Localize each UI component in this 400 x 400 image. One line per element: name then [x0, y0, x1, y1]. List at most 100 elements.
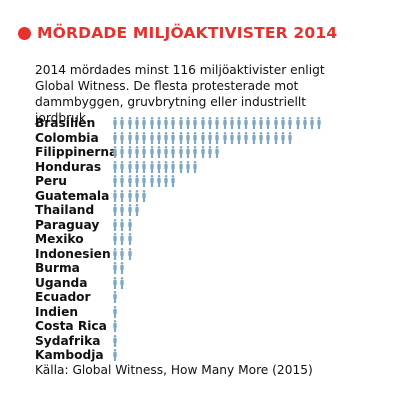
person-icon [310, 117, 314, 129]
person-icon [222, 131, 227, 144]
person-icon [142, 146, 146, 158]
person-icon [193, 117, 197, 129]
person-icon [178, 146, 183, 158]
country-label: Indonesien [35, 246, 111, 261]
person-icon [259, 117, 263, 129]
person-icon [215, 117, 219, 129]
person-icon [288, 131, 292, 144]
country-label: Thailand [35, 203, 95, 217]
person-icon [142, 175, 146, 187]
person-icon [200, 131, 205, 144]
person-icon [120, 204, 124, 216]
country-label: Paraguay [35, 217, 100, 232]
person-icon [142, 189, 146, 202]
country-label: Uganda [35, 275, 88, 290]
person-icon [113, 204, 117, 216]
person-icon [237, 117, 241, 129]
person-icon [127, 146, 132, 158]
country-label: Peru [35, 174, 67, 188]
person-icon [164, 160, 168, 173]
person-icon [178, 117, 183, 129]
person-icon [164, 131, 168, 144]
person-icon [135, 204, 139, 216]
person-icon [266, 131, 270, 144]
person-icon [295, 117, 300, 129]
person-icon [266, 117, 270, 129]
person-icon [113, 320, 117, 332]
red-dot-icon [18, 26, 31, 40]
person-icon [149, 117, 154, 129]
intro-text: 2014 mördades minst 116 miljöaktivister … [35, 63, 325, 125]
person-icon [113, 334, 117, 347]
person-icon [135, 131, 139, 144]
person-icon [237, 131, 241, 144]
person-icon [215, 131, 219, 144]
person-icon [193, 131, 197, 144]
person-icon [113, 175, 117, 187]
person-icon [120, 117, 124, 129]
person-icon [135, 146, 139, 158]
person-icon [120, 189, 124, 202]
person-icon [251, 131, 256, 144]
person-icon [230, 117, 234, 129]
person-icon [113, 305, 117, 318]
person-icon [113, 291, 117, 303]
person-icon [120, 218, 124, 231]
chart-header: MÖRDADE MILJÖAKTIVISTER 2014 [18, 21, 337, 45]
person-icon [222, 117, 227, 129]
person-icon [113, 131, 117, 144]
person-icon [303, 117, 307, 129]
country-label: Sydafrika [35, 333, 101, 348]
person-icon [127, 160, 132, 173]
person-icon [127, 189, 132, 202]
person-icon [281, 131, 285, 144]
person-icon [164, 146, 168, 158]
person-icon [142, 160, 146, 173]
person-icon [149, 175, 154, 187]
person-icon [135, 117, 139, 129]
country-label: Kambodja [35, 348, 104, 362]
country-label: Costa Rica [35, 319, 107, 333]
country-label: Ecuador [35, 290, 91, 304]
source-note: Källa: Global Witness, How Many More (20… [35, 363, 313, 377]
person-icon [259, 131, 263, 144]
person-icon [127, 233, 132, 245]
person-icon [135, 160, 139, 173]
person-icon [127, 204, 132, 216]
person-icon [149, 131, 154, 144]
person-icon [113, 233, 117, 245]
person-icon [120, 146, 124, 158]
person-icon [113, 146, 117, 158]
person-icon [135, 189, 139, 202]
person-icon [120, 247, 124, 260]
person-icon [251, 117, 256, 129]
person-icon [113, 117, 117, 129]
person-icon [120, 233, 124, 245]
person-icon [113, 189, 117, 202]
country-label: Indien [35, 304, 79, 319]
person-icon [157, 160, 161, 173]
person-icon [244, 117, 249, 129]
person-icon [113, 276, 117, 289]
person-icon [273, 131, 278, 144]
person-icon [281, 117, 285, 129]
person-icon [164, 117, 168, 129]
person-icon [164, 175, 168, 187]
person-icon [171, 131, 176, 144]
chart-title: MÖRDADE MILJÖAKTIVISTER 2014 [37, 24, 338, 42]
person-icon [113, 218, 117, 231]
person-icon [171, 146, 176, 158]
person-icon [200, 117, 205, 129]
person-icon [127, 218, 132, 231]
person-icon [317, 117, 322, 129]
person-icon [127, 117, 132, 129]
person-icon [178, 160, 183, 173]
person-icon [171, 160, 176, 173]
person-icon [135, 175, 139, 187]
person-icon [120, 175, 124, 187]
country-label: Mexiko [35, 232, 84, 246]
person-icon [157, 175, 161, 187]
person-icon [186, 131, 190, 144]
person-icon [208, 117, 212, 129]
person-icon [186, 146, 190, 158]
